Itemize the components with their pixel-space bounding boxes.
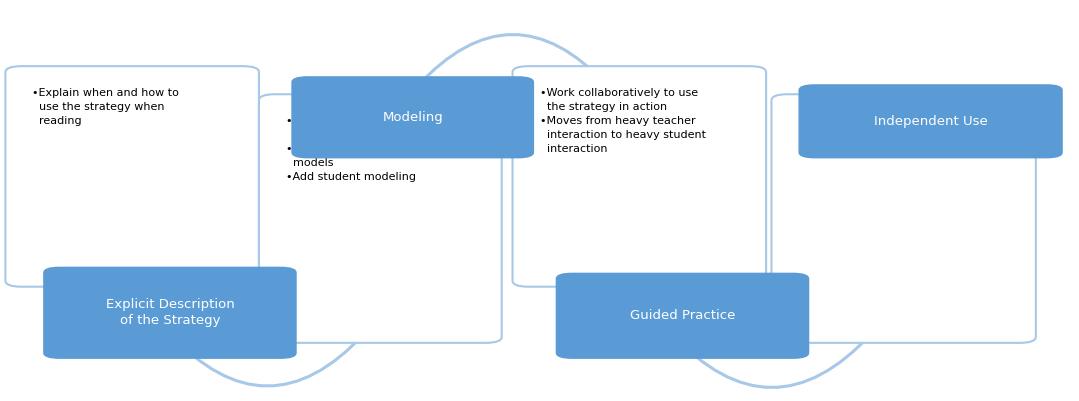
Text: Independent Use: Independent Use bbox=[874, 115, 987, 128]
FancyBboxPatch shape bbox=[771, 94, 1036, 343]
Text: •Students apply strategy on
  their own during reading of
  any text: •Students apply strategy on their own du… bbox=[798, 116, 958, 154]
Text: Guided Practice: Guided Practice bbox=[630, 309, 735, 322]
FancyBboxPatch shape bbox=[5, 66, 259, 287]
Text: Modeling: Modeling bbox=[382, 111, 443, 124]
Text: •Demonstrate for students
  how to use the strategy
•Start with teacher only
  m: •Demonstrate for students how to use the… bbox=[286, 116, 436, 182]
FancyBboxPatch shape bbox=[556, 273, 809, 359]
Text: Explicit Description
of the Strategy: Explicit Description of the Strategy bbox=[106, 298, 234, 327]
FancyBboxPatch shape bbox=[259, 94, 502, 343]
FancyBboxPatch shape bbox=[798, 84, 1063, 158]
FancyBboxPatch shape bbox=[291, 76, 534, 158]
FancyBboxPatch shape bbox=[43, 267, 297, 359]
Text: •Work collaboratively to use
  the strategy in action
•Moves from heavy teacher
: •Work collaboratively to use the strateg… bbox=[540, 88, 706, 154]
Text: •Explain when and how to
  use the strategy when
  reading: •Explain when and how to use the strateg… bbox=[32, 88, 179, 126]
FancyBboxPatch shape bbox=[513, 66, 766, 287]
